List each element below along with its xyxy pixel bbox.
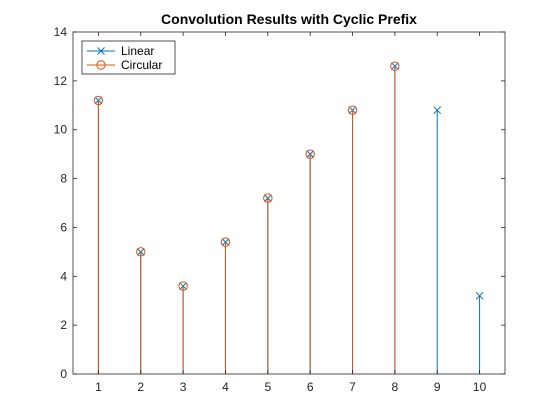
x-tick-label: 2 xyxy=(137,380,144,394)
chart-title: Convolution Results with Cyclic Prefix xyxy=(161,11,417,27)
x-tick-label: 5 xyxy=(264,380,271,394)
stem-marker xyxy=(136,247,146,257)
stem-marker xyxy=(305,149,315,159)
marker-x-stroke xyxy=(475,291,484,300)
stem-marker xyxy=(220,237,231,247)
x-tick-label: 8 xyxy=(392,380,399,394)
x-tick-label: 9 xyxy=(434,380,441,394)
x-tick-label: 3 xyxy=(180,380,187,394)
y-tick-label: 10 xyxy=(54,123,68,137)
stem-marker xyxy=(347,105,358,115)
y-tick-label: 4 xyxy=(60,269,67,283)
y-tick-label: 6 xyxy=(60,220,67,234)
x-tick-label: 10 xyxy=(473,380,487,394)
y-tick-label: 0 xyxy=(60,367,67,381)
stem-marker xyxy=(93,95,104,106)
legend-entry: Circular xyxy=(121,58,162,72)
x-tick-label: 6 xyxy=(307,380,314,394)
axes-box xyxy=(72,31,506,375)
legend-marker xyxy=(96,60,106,70)
stems-layer xyxy=(93,61,484,374)
legend-marker xyxy=(97,47,105,55)
stem-marker xyxy=(263,193,273,203)
y-tick-label: 14 xyxy=(54,25,68,39)
x-tick-label: 7 xyxy=(349,380,356,394)
stem-marker xyxy=(178,281,188,291)
y-tick-label: 12 xyxy=(54,74,68,88)
y-tick-label: 2 xyxy=(60,318,67,332)
stem-marker xyxy=(390,61,400,71)
x-tick-label: 4 xyxy=(222,380,229,394)
legend-box xyxy=(81,40,176,75)
legend-entry: Linear xyxy=(121,44,154,58)
stem-marker xyxy=(433,106,442,115)
series-circular xyxy=(93,61,400,374)
marker-x-stroke xyxy=(97,47,105,55)
marker-x-stroke xyxy=(433,106,442,115)
y-tick-label: 8 xyxy=(60,172,67,186)
stem-marker xyxy=(475,291,484,300)
x-tick-label: 1 xyxy=(95,380,102,394)
series-linear xyxy=(94,62,484,374)
